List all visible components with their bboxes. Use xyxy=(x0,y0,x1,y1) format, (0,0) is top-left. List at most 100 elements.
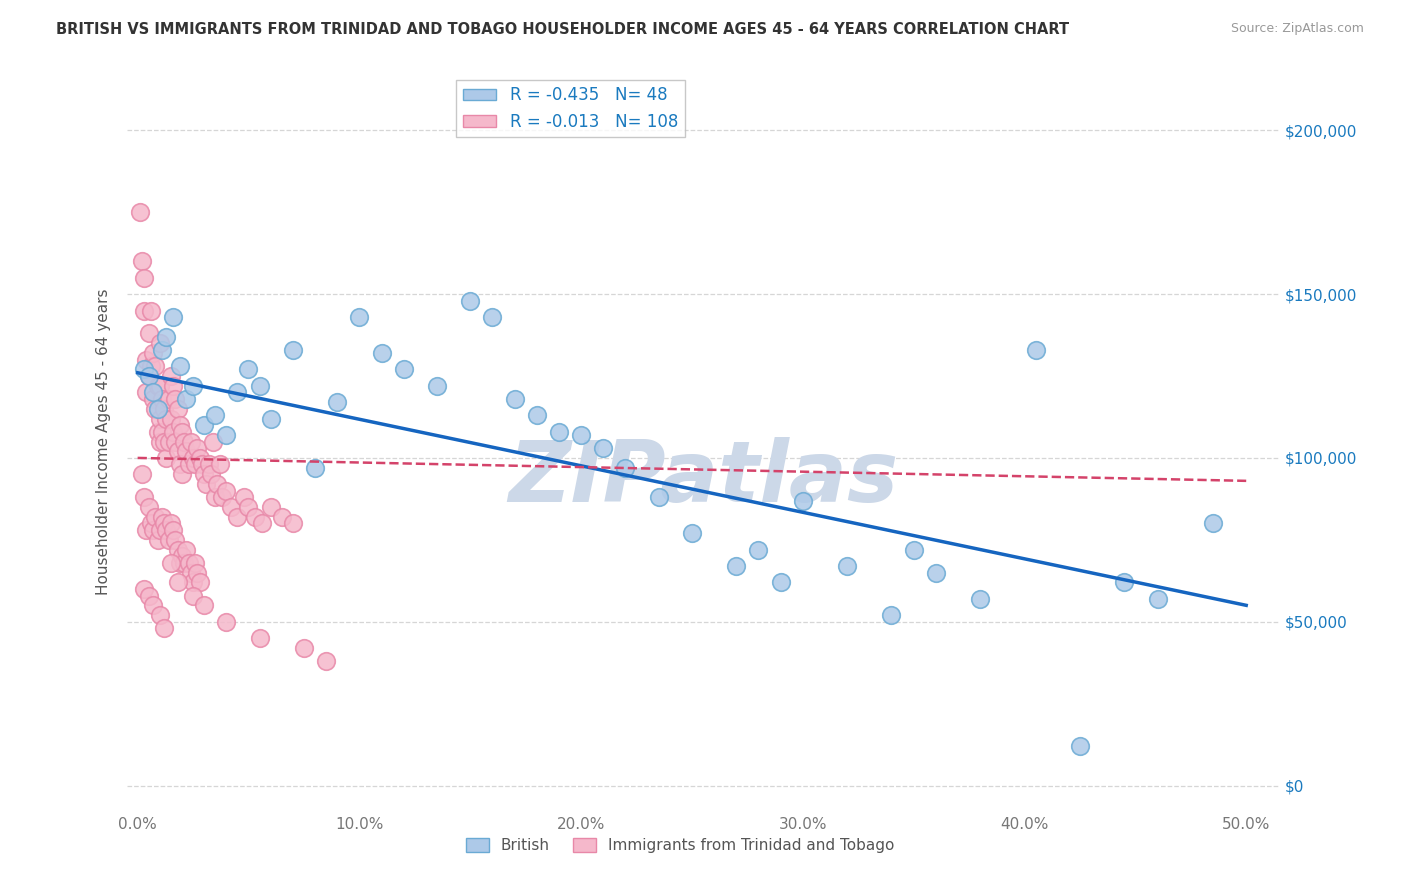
Point xyxy=(370,346,392,360)
Point xyxy=(215,428,238,442)
Point xyxy=(170,467,193,482)
Point xyxy=(326,395,349,409)
Point xyxy=(202,434,225,449)
Point xyxy=(903,542,925,557)
Point xyxy=(139,359,162,374)
Point xyxy=(233,490,256,504)
Point xyxy=(142,599,165,613)
Point xyxy=(1202,516,1225,531)
Point xyxy=(134,490,156,504)
Point xyxy=(149,523,172,537)
Point xyxy=(215,483,238,498)
Point xyxy=(155,411,177,425)
Point xyxy=(481,310,503,324)
Point xyxy=(166,401,188,416)
Point xyxy=(200,467,222,482)
Point xyxy=(238,362,260,376)
Point xyxy=(880,608,903,623)
Point xyxy=(149,608,172,623)
Point xyxy=(142,392,165,406)
Point xyxy=(160,556,183,570)
Point xyxy=(837,559,859,574)
Point xyxy=(197,458,219,472)
Point xyxy=(169,556,191,570)
Point xyxy=(150,343,173,357)
Point xyxy=(153,434,176,449)
Point xyxy=(160,369,183,384)
Point xyxy=(150,392,173,406)
Point xyxy=(592,441,614,455)
Point xyxy=(162,379,184,393)
Point xyxy=(157,434,180,449)
Point xyxy=(169,418,191,433)
Point xyxy=(142,523,165,537)
Point xyxy=(270,509,292,524)
Point xyxy=(131,467,153,482)
Point xyxy=(165,434,187,449)
Point xyxy=(139,516,162,531)
Point xyxy=(138,369,160,384)
Point xyxy=(128,205,150,219)
Y-axis label: Householder Income Ages 45 - 64 years: Householder Income Ages 45 - 64 years xyxy=(96,288,111,595)
Point xyxy=(139,303,162,318)
Point xyxy=(349,310,371,324)
Point xyxy=(138,369,160,384)
Point xyxy=(315,654,337,668)
Point xyxy=(219,500,242,514)
Point xyxy=(184,458,207,472)
Point xyxy=(260,500,283,514)
Point xyxy=(157,533,180,547)
Point xyxy=(166,444,188,458)
Point xyxy=(249,379,271,393)
Point xyxy=(238,500,260,514)
Point xyxy=(162,523,184,537)
Point xyxy=(250,516,273,531)
Point xyxy=(176,444,198,458)
Point xyxy=(146,425,169,439)
Point xyxy=(149,434,172,449)
Point xyxy=(1025,343,1047,357)
Point xyxy=(614,460,637,475)
Point xyxy=(149,336,172,351)
Point xyxy=(184,556,207,570)
Legend: British, Immigrants from Trinidad and Tobago: British, Immigrants from Trinidad and To… xyxy=(460,832,900,860)
Point xyxy=(243,509,266,524)
Point xyxy=(647,490,669,504)
Point xyxy=(155,450,177,465)
Point xyxy=(211,490,233,504)
Point xyxy=(170,425,193,439)
Point xyxy=(135,523,157,537)
Point xyxy=(150,425,173,439)
Point xyxy=(188,575,211,590)
Point xyxy=(458,293,481,308)
Point xyxy=(160,411,183,425)
Point xyxy=(170,549,193,564)
Point xyxy=(177,556,200,570)
Point xyxy=(146,401,169,416)
Point xyxy=(769,575,792,590)
Point xyxy=(215,615,238,629)
Text: BRITISH VS IMMIGRANTS FROM TRINIDAD AND TOBAGO HOUSEHOLDER INCOME AGES 45 - 64 Y: BRITISH VS IMMIGRANTS FROM TRINIDAD AND … xyxy=(56,22,1070,37)
Point xyxy=(169,359,191,374)
Point xyxy=(792,493,814,508)
Point xyxy=(135,352,157,367)
Point xyxy=(426,379,449,393)
Point xyxy=(503,392,526,406)
Point xyxy=(181,450,204,465)
Point xyxy=(146,533,169,547)
Point xyxy=(138,326,160,341)
Point xyxy=(146,379,169,393)
Point xyxy=(569,428,592,442)
Point xyxy=(138,589,160,603)
Point xyxy=(226,509,249,524)
Point xyxy=(149,379,172,393)
Point xyxy=(153,401,176,416)
Point xyxy=(145,509,166,524)
Point xyxy=(155,329,177,343)
Text: ZIPatlas: ZIPatlas xyxy=(508,437,898,520)
Point xyxy=(281,343,304,357)
Point xyxy=(204,409,226,423)
Point xyxy=(249,631,271,645)
Text: Source: ZipAtlas.com: Source: ZipAtlas.com xyxy=(1230,22,1364,36)
Point xyxy=(150,509,173,524)
